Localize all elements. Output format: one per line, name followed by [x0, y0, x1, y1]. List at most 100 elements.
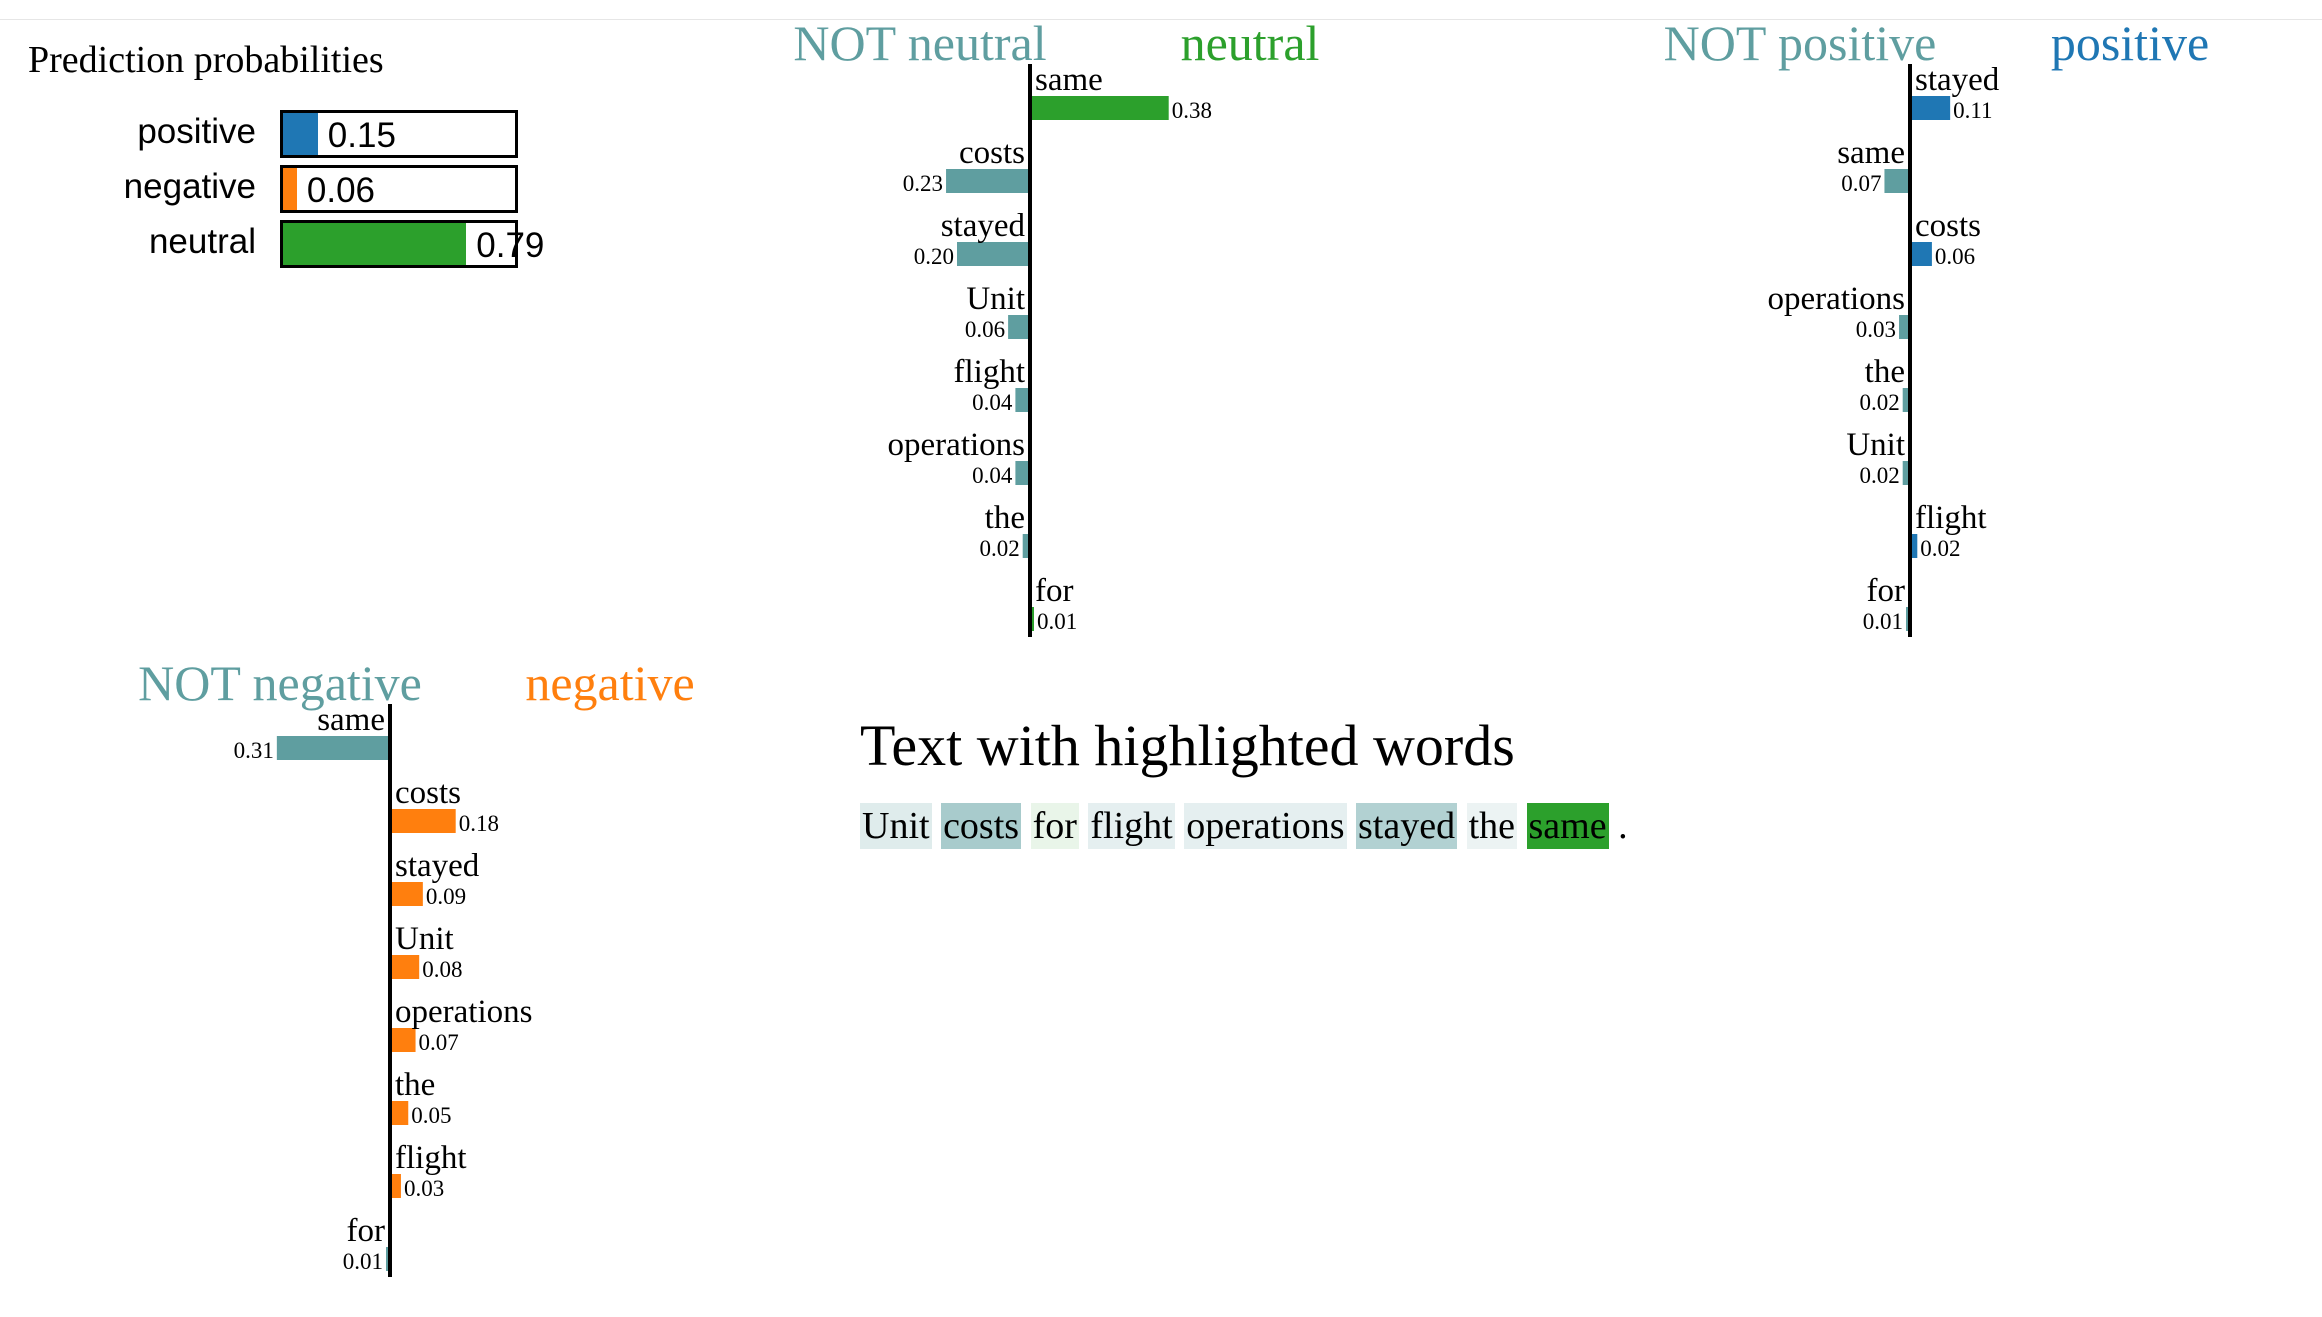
neutral-bar-chart: NOT neutral neutral same 0.38 costs 0.23 staye… [793, 15, 1319, 637]
feature-label-Unit: Unit [1846, 427, 1905, 463]
feature-value-Unit: 0.02 [1859, 463, 1899, 488]
feature-value-stayed: 0.11 [1953, 98, 1992, 123]
feature-value-flight: 0.02 [1920, 536, 1960, 561]
feature-bar-costs [946, 169, 1030, 193]
highlighted-text-title: Text with highlighted words [860, 713, 1515, 778]
highlighted-token-costs: costs [941, 803, 1022, 849]
feature-value-same: 0.38 [1172, 98, 1212, 123]
highlighted-token-stayed: stayed [1356, 803, 1458, 849]
feature-bar-operations [390, 1028, 416, 1052]
feature-label-stayed: stayed [1915, 62, 2000, 98]
feature-label-for: for [347, 1213, 385, 1249]
feature-bar-same [1884, 169, 1910, 193]
feature-bar-stayed [957, 242, 1030, 266]
feature-value-costs: 0.18 [459, 811, 499, 836]
explanation-chart-negative: NOT negative negative same 0.31 costs 0.18 sta… [0, 655, 780, 1310]
feature-label-same: same [317, 702, 385, 738]
top-divider [0, 19, 2322, 20]
feature-value-flight: 0.04 [972, 390, 1013, 415]
feature-label-same: same [1837, 135, 1905, 171]
class-title-left: NOT negative [138, 660, 422, 711]
highlighted-token-for: for [1030, 803, 1079, 849]
class-title-left: NOT positive [1664, 20, 1937, 71]
feature-bar-Unit [390, 955, 420, 979]
highlighted-text-section: Text with highlighted words Unit costs f… [860, 710, 2260, 852]
feature-value-same: 0.07 [1841, 171, 1881, 196]
probability-label: negative [123, 167, 256, 206]
feature-value-Unit: 0.08 [422, 957, 462, 982]
prediction-probabilities-title: Prediction probabilities [28, 39, 384, 81]
feature-value-operations: 0.03 [1856, 317, 1896, 342]
probability-value: 0.79 [476, 226, 545, 265]
feature-label-Unit: Unit [966, 281, 1025, 317]
feature-bar-the [1022, 534, 1030, 558]
probability-row-neutral: neutral 0.79 [0, 220, 620, 268]
feature-value-the: 0.02 [979, 536, 1019, 561]
feature-label-costs: costs [959, 135, 1025, 171]
feature-label-stayed: stayed [395, 848, 480, 884]
feature-value-same: 0.31 [234, 738, 274, 763]
probability-bar-frame: 0.06 [280, 165, 518, 213]
feature-label-Unit: Unit [395, 921, 454, 957]
feature-value-stayed: 0.09 [426, 884, 466, 909]
highlighted-token-Unit: Unit [860, 803, 932, 849]
probability-row-negative: negative 0.06 [0, 165, 620, 213]
highlighted-token-operations: operations [1184, 803, 1347, 849]
probability-bar-fill [283, 113, 318, 155]
explanation-chart-neutral: NOT neutral neutral same 0.38 costs 0.23 staye… [640, 15, 1420, 670]
probability-value: 0.06 [306, 171, 376, 210]
feature-value-operations: 0.07 [419, 1030, 459, 1055]
feature-label-the: the [395, 1067, 435, 1103]
feature-label-the: the [985, 500, 1025, 536]
prediction-probabilities-panel: Prediction probabilities positive 0.15 neg… [0, 20, 620, 280]
feature-bar-flight [1015, 388, 1030, 412]
highlighted-token-the: the [1466, 803, 1518, 849]
feature-value-costs: 0.06 [1935, 244, 1975, 269]
feature-value-for: 0.01 [1037, 609, 1077, 634]
feature-value-for: 0.01 [1863, 609, 1903, 634]
feature-label-operations: operations [1768, 281, 1905, 317]
feature-label-for: for [1867, 573, 1905, 609]
feature-bar-costs [390, 809, 456, 833]
probability-value: 0.15 [327, 116, 396, 155]
probability-bar-fill [283, 168, 297, 210]
feature-bar-Unit [1902, 461, 1910, 485]
feature-bar-operations [1015, 461, 1030, 485]
probability-label: neutral [148, 222, 256, 261]
feature-label-flight: flight [954, 354, 1026, 390]
feature-label-flight: flight [1915, 500, 1987, 536]
feature-value-for: 0.01 [343, 1249, 383, 1274]
feature-label-operations: operations [888, 427, 1025, 463]
feature-value-Unit: 0.06 [965, 317, 1005, 342]
feature-bar-flight [390, 1174, 401, 1198]
feature-value-flight: 0.03 [404, 1176, 444, 1201]
feature-value-stayed: 0.20 [914, 244, 954, 269]
feature-value-the: 0.05 [411, 1103, 451, 1128]
class-title-right: negative [525, 660, 694, 711]
feature-bar-same [276, 736, 390, 760]
class-title-right: positive [2051, 20, 2209, 71]
feature-value-the: 0.02 [1859, 390, 1899, 415]
feature-bar-the [390, 1101, 409, 1125]
feature-bar-same [1030, 96, 1169, 120]
feature-bar-flight [1910, 534, 1918, 558]
feature-value-costs: 0.23 [903, 171, 943, 196]
feature-label-operations: operations [395, 994, 532, 1030]
probability-bar-frame: 0.15 [280, 110, 518, 158]
feature-bar-the [1902, 388, 1910, 412]
explanation-chart-positive: NOT positive positive stayed 0.11 same 0.07 co… [1520, 15, 2300, 670]
feature-bar-stayed [390, 882, 423, 906]
feature-label-costs: costs [1915, 208, 1981, 244]
probability-bar-fill [283, 223, 467, 265]
feature-label-same: same [1035, 62, 1103, 98]
highlighted-text-body: Unit costs for flight operations stayed … [860, 800, 2260, 852]
class-title-left: NOT neutral [793, 20, 1046, 71]
feature-bar-operations [1899, 315, 1910, 339]
feature-bar-costs [1910, 242, 1932, 266]
feature-bar-stayed [1910, 96, 1951, 120]
feature-bar-Unit [1008, 315, 1030, 339]
trailing-punctuation: . [1618, 805, 1628, 847]
feature-label-costs: costs [395, 775, 461, 811]
